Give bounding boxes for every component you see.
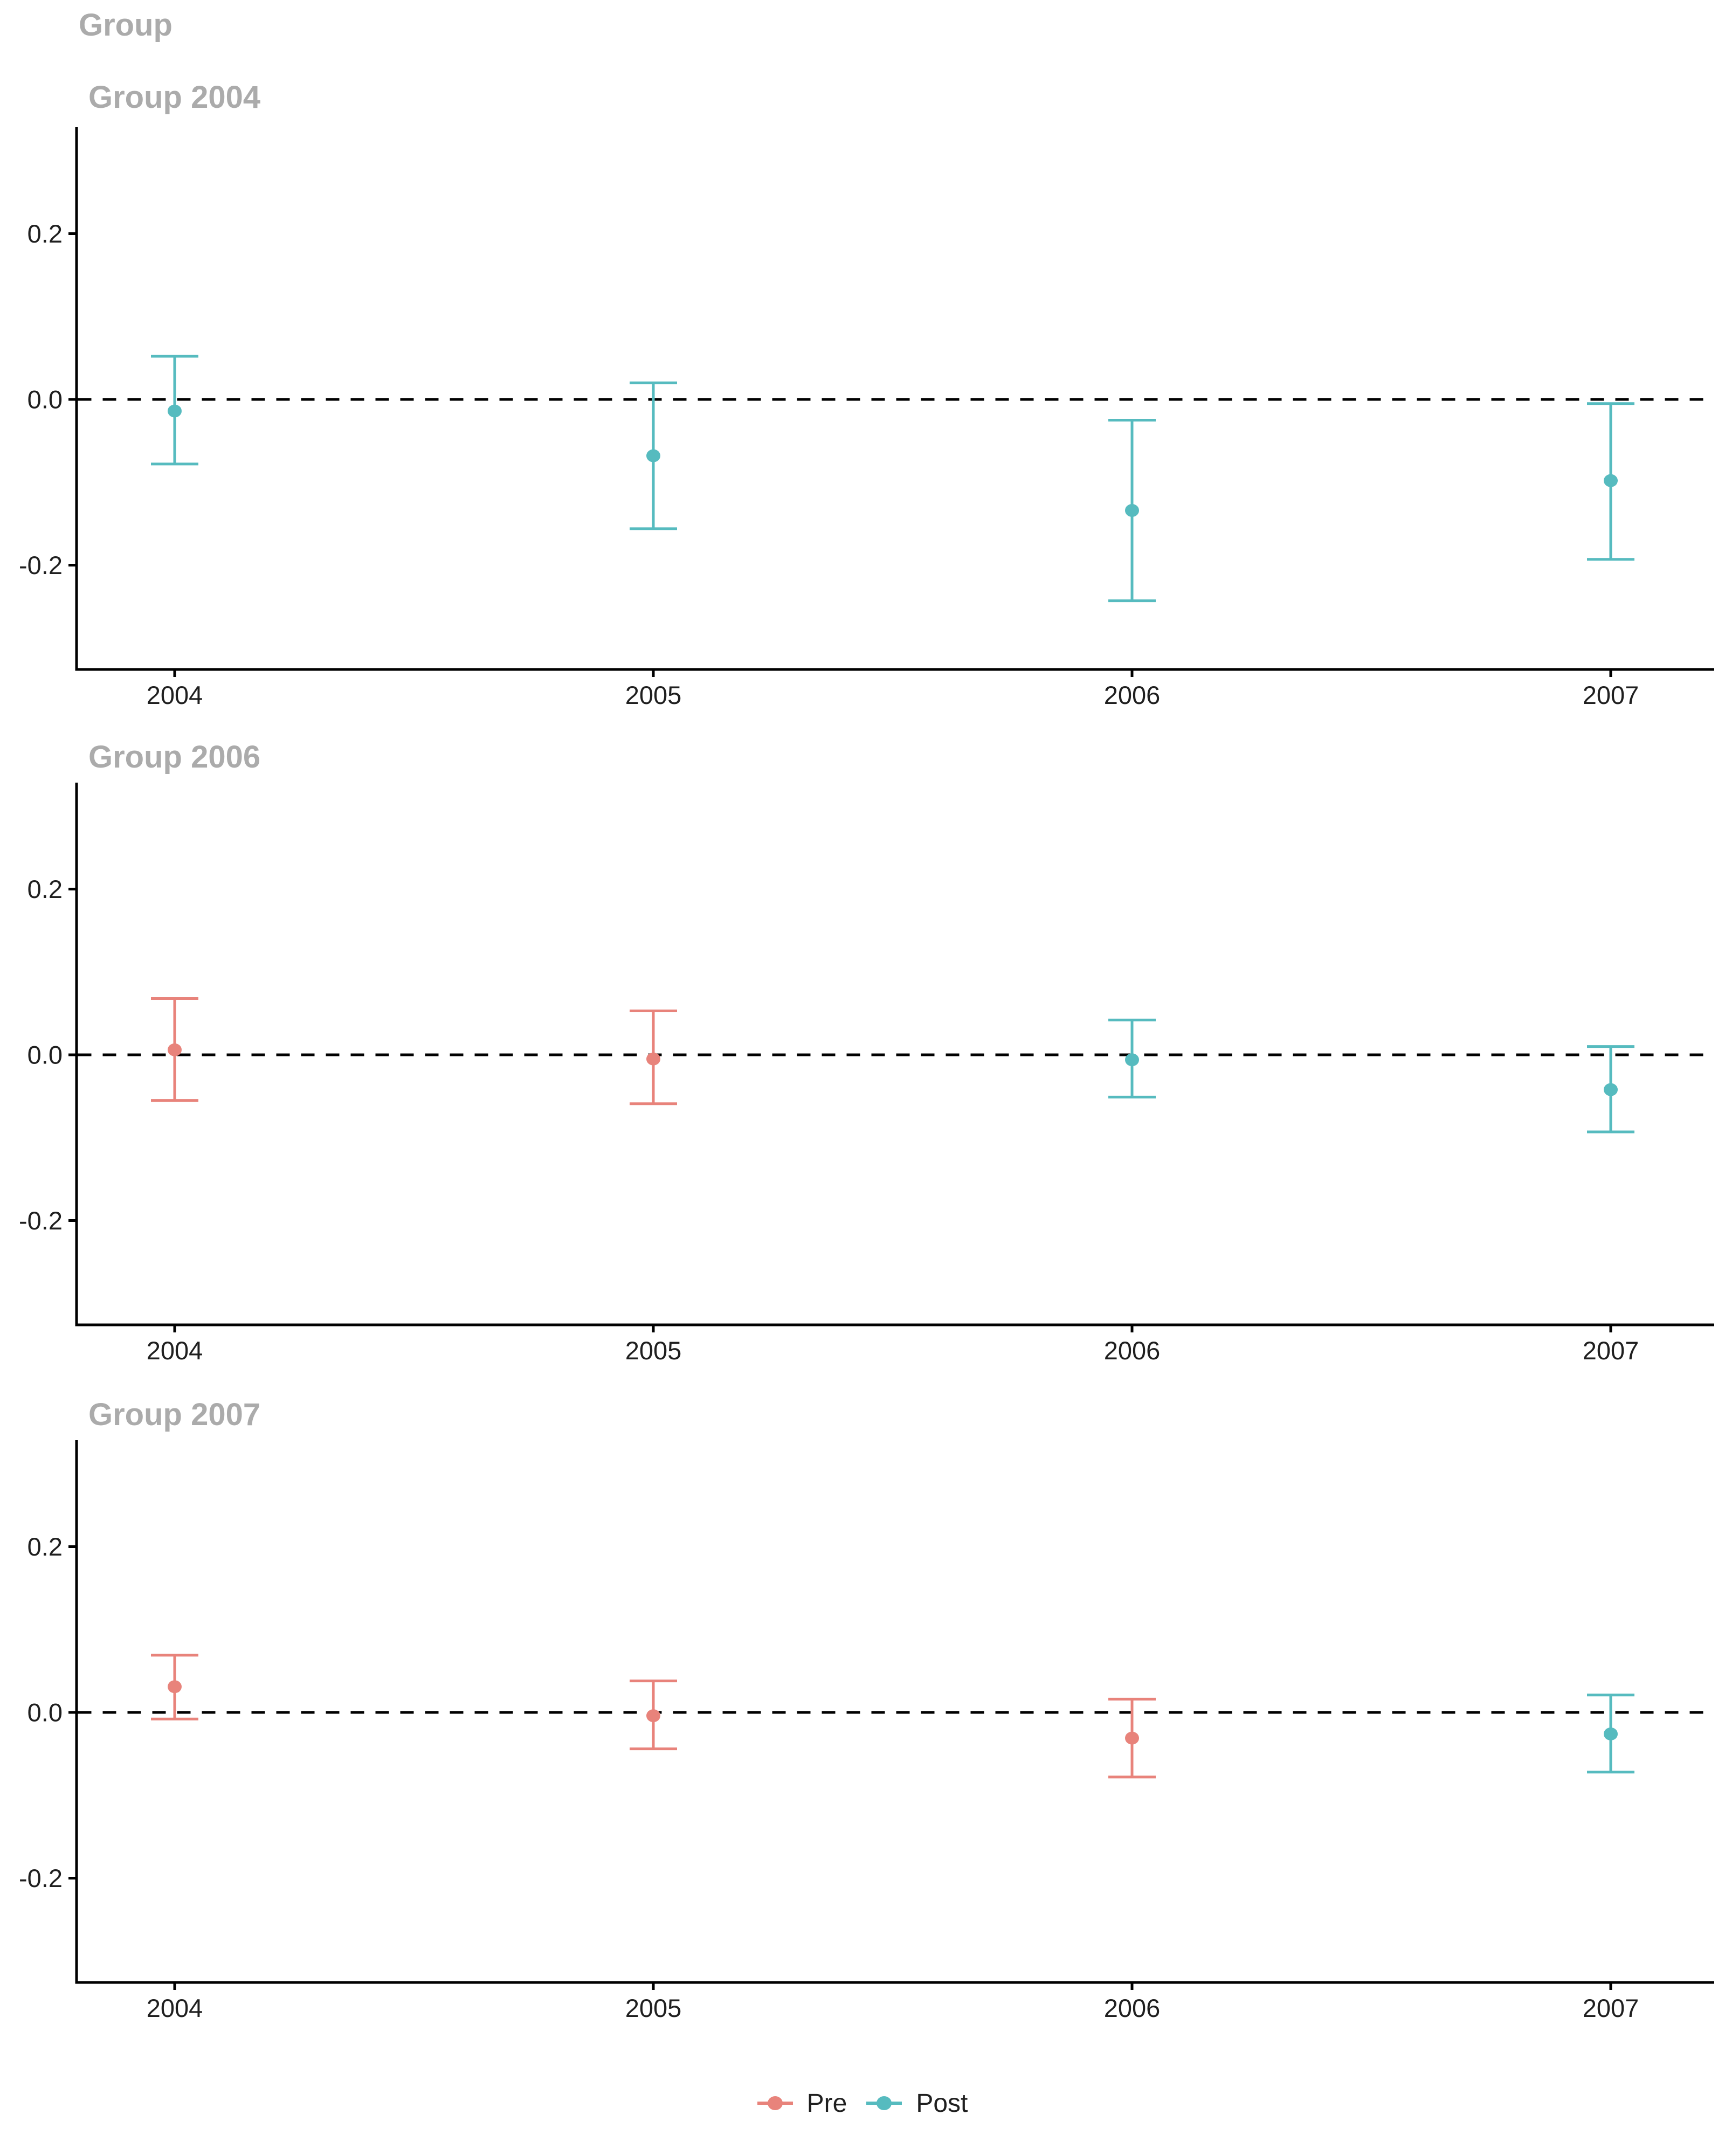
x-tick-label: 2006 [1104,1994,1161,2022]
point-estimate-marker [1604,1083,1618,1096]
x-tick-label: 2007 [1583,1994,1639,2022]
y-tick-label: -0.2 [19,551,63,579]
pre-errorbar-key-icon [757,2091,793,2115]
y-tick-label: 0.0 [27,385,63,414]
y-tick-label: 0.0 [27,1041,63,1069]
legend-item-pre: Pre [757,2089,847,2118]
point-estimate-marker [168,1043,182,1056]
y-tick-label: 0.2 [27,875,63,903]
point-estimate-marker [1125,1053,1139,1067]
facet-title-group-2007: Group 2007 [88,1397,261,1432]
legend-label-pre: Pre [806,2089,847,2118]
point-estimate-marker [168,1680,182,1694]
point-estimate-marker [168,404,182,418]
point-estimate-marker [646,1052,660,1066]
x-tick-label: 2004 [147,1994,203,2022]
y-tick-label: 0.2 [27,1532,63,1561]
legend-label-post: Post [916,2089,968,2118]
x-tick-label: 2006 [1104,1336,1161,1365]
x-tick-label: 2007 [1583,1336,1639,1365]
point-estimate-marker [1604,1727,1618,1740]
y-tick-label: 0.0 [27,1698,63,1727]
legend-item-post: Post [866,2089,968,2118]
x-tick-label: 2005 [625,1994,682,2022]
facet-title-group-2006: Group 2006 [88,740,261,775]
y-tick-label: 0.2 [27,219,63,248]
point-estimate-marker [1125,504,1139,517]
x-tick-label: 2007 [1583,681,1639,709]
post-errorbar-key-icon [866,2091,902,2115]
point-estimate-marker [646,1709,660,1723]
x-tick-label: 2005 [625,681,682,709]
y-tick-label: -0.2 [19,1864,63,1892]
point-estimate-marker [646,449,660,462]
x-tick-label: 2006 [1104,681,1161,709]
chart-title: Group [79,8,172,43]
chart-legend: Pre Post [0,2082,1725,2125]
facet-title-group-2004: Group 2004 [88,80,261,115]
x-tick-label: 2005 [625,1336,682,1365]
point-estimate-marker [1604,474,1618,487]
x-tick-label: 2004 [147,1336,203,1365]
y-tick-label: -0.2 [19,1206,63,1235]
point-estimate-marker [1125,1731,1139,1745]
x-tick-label: 2004 [147,681,203,709]
